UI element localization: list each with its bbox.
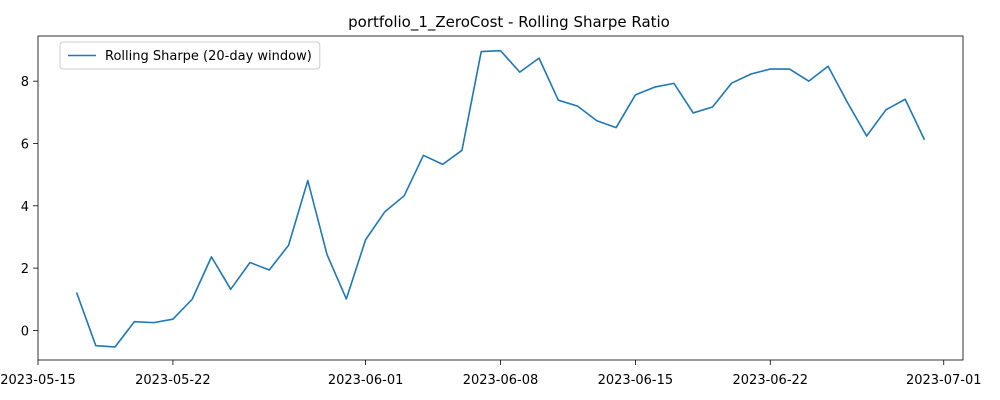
series-line xyxy=(75,49,926,348)
x-tick-label: 2023-06-08 xyxy=(463,373,539,388)
legend-box xyxy=(59,41,321,70)
series-layer xyxy=(75,49,926,348)
x-axis: 2023-05-15 2023-05-22 2023-06-01 2023-06-08… xyxy=(0,360,982,388)
plot-frame xyxy=(37,35,964,361)
legend-label: Rolling Sharpe (20-day window) xyxy=(105,49,312,64)
plot-area xyxy=(37,35,964,361)
y-tick-label: 0 xyxy=(21,324,29,339)
x-tick-label: 2023-05-22 xyxy=(135,373,211,388)
y-axis: 0 2 4 6 8 xyxy=(21,75,38,339)
y-tick-label: 8 xyxy=(21,75,29,90)
y-tick-label: 6 xyxy=(21,137,29,152)
x-tick-label: 2023-06-15 xyxy=(598,373,674,388)
legend: Rolling Sharpe (20-day window) xyxy=(59,41,321,70)
x-tick-label: 2023-06-22 xyxy=(733,373,809,388)
x-tick-label: 2023-06-01 xyxy=(328,373,404,388)
y-tick-label: 4 xyxy=(21,200,29,215)
x-tick-label: 2023-07-01 xyxy=(906,373,982,388)
y-tick-label: 2 xyxy=(21,262,29,277)
x-tick-label: 2023-05-15 xyxy=(0,373,76,388)
chart-title: portfolio_1_ZeroCost - Rolling Sharpe Ra… xyxy=(348,13,670,32)
